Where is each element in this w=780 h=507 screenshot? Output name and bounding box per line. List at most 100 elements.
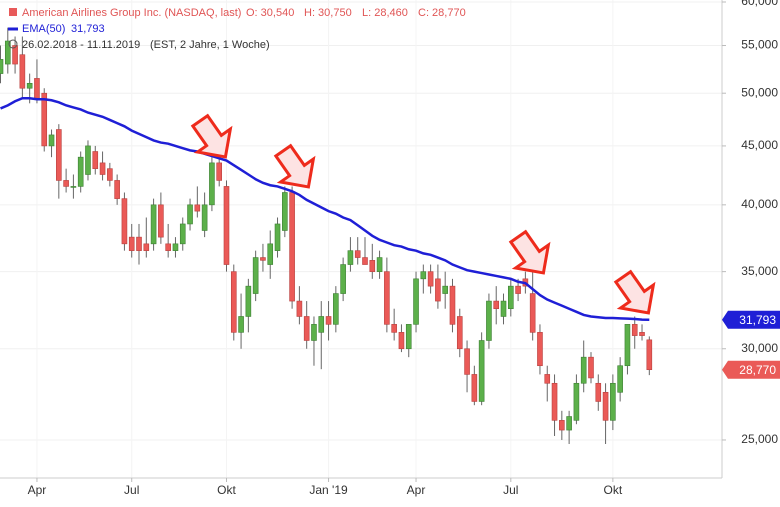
y-tick-label: 30,000 — [741, 341, 778, 355]
x-tick-label: Okt — [604, 483, 623, 497]
candle-body — [4, 40, 11, 65]
candle-body — [289, 192, 295, 302]
candle-body — [631, 324, 638, 336]
candle-body — [427, 271, 434, 287]
title: American Airlines Group Inc. (NASDAQ, la… — [22, 7, 241, 19]
candle-body — [19, 54, 26, 89]
candle-body — [544, 374, 551, 384]
candle-body — [559, 420, 565, 431]
candle-body — [85, 145, 91, 175]
candle-body — [602, 391, 609, 421]
candle-body — [646, 339, 653, 371]
x-tick-label: Apr — [28, 483, 47, 497]
candle-body — [405, 324, 412, 350]
value-box — [722, 310, 780, 329]
candle-body — [376, 257, 383, 272]
legend-label: EMA(50) — [22, 23, 65, 35]
candle-body — [588, 356, 594, 379]
header-value: L: 28,460 — [362, 7, 408, 19]
candle-body — [274, 223, 281, 251]
annotations — [190, 113, 656, 315]
candle-body — [245, 285, 252, 317]
candle-body — [325, 316, 332, 325]
candle-body — [70, 186, 77, 188]
legend-value: 31,793 — [71, 23, 105, 35]
candle-body — [12, 45, 18, 65]
candle-body — [216, 162, 222, 181]
candle-body — [0, 59, 4, 74]
header: American Airlines Group Inc. (NASDAQ, la… — [8, 7, 466, 51]
candle-body — [41, 92, 48, 147]
candle-body — [128, 236, 135, 251]
candle-body — [500, 300, 507, 317]
candle-body — [150, 204, 157, 245]
candle-body — [56, 129, 62, 181]
candle-body — [456, 316, 463, 350]
candle-body — [260, 257, 266, 261]
candle-body — [595, 382, 602, 402]
legend-swatch — [9, 8, 17, 16]
candle-body — [369, 260, 376, 272]
candle-body — [529, 293, 536, 333]
candle-body — [165, 243, 171, 251]
candle-body — [194, 204, 201, 212]
candle-body — [158, 204, 164, 238]
candle-body — [179, 223, 186, 245]
x-tick-label: Jul — [124, 483, 139, 497]
candle-body — [238, 316, 244, 333]
candle-body — [99, 162, 106, 175]
candle-body — [282, 192, 288, 231]
y-tick-label: 60,000 — [741, 0, 778, 8]
y-tick-label: 55,000 — [741, 38, 778, 52]
candle-body — [610, 382, 616, 421]
candle-body — [143, 243, 150, 251]
x-tick-label: Jan '19 — [309, 483, 348, 497]
candle-body — [362, 257, 368, 265]
header-value: O: 30,540 — [246, 7, 294, 19]
candle-body — [639, 332, 645, 336]
value-box — [722, 360, 780, 379]
candle-body — [34, 78, 40, 99]
ema-line — [0, 96, 650, 321]
header-value: C: 28,770 — [418, 7, 466, 19]
candle-body — [420, 271, 427, 280]
candle-body — [172, 243, 179, 251]
value-box-label: 31,793 — [739, 313, 776, 327]
candle-body — [515, 285, 521, 294]
candle-body — [114, 180, 120, 199]
candle-body — [551, 382, 558, 421]
candle-body — [573, 382, 580, 421]
range-note: (EST, 2 Jahre, 1 Woche) — [150, 39, 270, 51]
candle-body — [354, 250, 361, 258]
candle-body — [187, 204, 193, 225]
candle-body — [136, 236, 142, 251]
arrow — [613, 269, 656, 315]
date-range: 26.02.2018 - 11.11.2019 — [22, 39, 140, 51]
candle-body — [449, 285, 456, 325]
arrow — [190, 113, 233, 159]
candle-body — [333, 293, 339, 325]
candle-body — [398, 332, 405, 350]
candle-body — [26, 83, 33, 89]
candle-body — [464, 348, 470, 375]
x-tick-label: Apr — [407, 483, 426, 497]
y-tick-label: 45,000 — [741, 138, 778, 152]
header-value: H: 30,750 — [304, 7, 352, 19]
candle-body — [413, 278, 419, 325]
y-tick-label: 35,000 — [741, 264, 778, 278]
candle-body — [107, 168, 113, 181]
clock-icon — [8, 39, 18, 49]
candle-body — [617, 365, 623, 393]
candle-body — [537, 332, 543, 367]
candle-body — [48, 134, 55, 147]
candle-body — [391, 324, 397, 333]
candle-body — [507, 285, 514, 310]
candle-body — [311, 324, 317, 341]
candle-body — [347, 250, 354, 265]
candle-body — [92, 151, 99, 169]
candle-body — [442, 285, 448, 294]
candle-body — [252, 257, 259, 294]
y-tick-label: 40,000 — [741, 197, 778, 211]
candle-body — [223, 186, 230, 265]
